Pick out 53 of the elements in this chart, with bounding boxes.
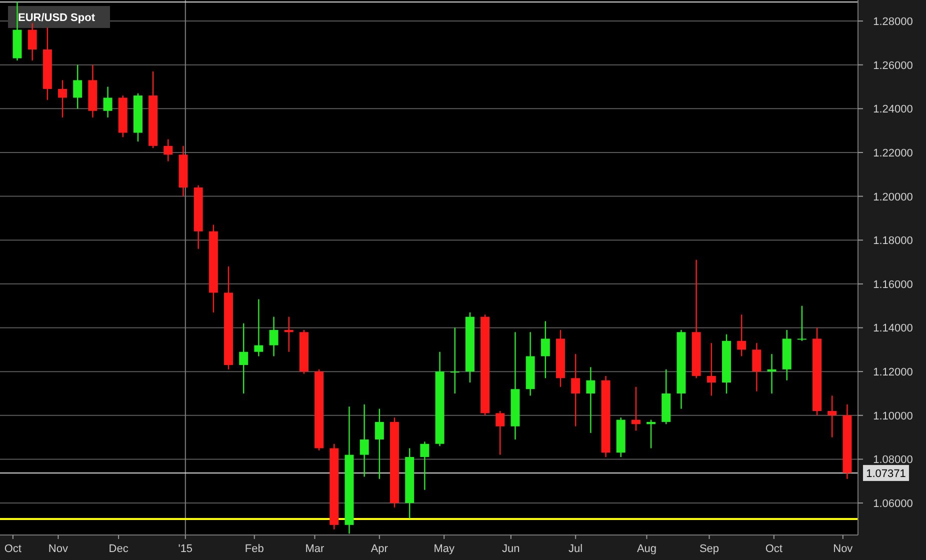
x-tick-label: Apr [370,543,388,555]
candlestick [58,80,68,118]
y-tick-label: 1.08000 [873,454,913,466]
candlestick [797,305,806,342]
candlestick [269,316,278,357]
candlestick [706,342,716,396]
candlestick [496,410,505,456]
x-tick-label: Jun [502,543,520,555]
y-tick-label: 1.22000 [873,147,913,160]
y-tick-label: 1.06000 [873,498,913,510]
candlestick [284,316,294,352]
candlestick [73,64,82,110]
y-tick-label: 1.28000 [873,16,913,28]
x-tick-label: May [434,543,455,555]
x-tick-label: Oct [765,543,782,555]
candlestick [254,298,264,357]
x-tick-label: Oct [4,543,22,555]
x-tick-label: Mar [305,543,325,555]
candlestick [103,86,112,118]
candlestick [239,322,248,394]
text: EUR/USD Spot [18,12,96,24]
candlestick [646,419,656,449]
candlestick [571,353,580,427]
y-tick-label: 1.10000 [873,410,913,422]
x-tick-label: Nov [833,543,854,555]
x-tick-label: Jul [568,543,583,555]
candlestick [420,441,430,490]
candlestick [360,404,369,478]
x-tick-label: Nov [48,543,68,555]
x-tick-label: Dec [108,543,129,555]
candlestick [631,386,640,432]
y-tick-label: 1.24000 [873,104,913,116]
candlestick [164,138,173,162]
ref-line-label: 1.07371 [866,468,906,480]
candlestick [752,342,762,392]
x-tick-label: Feb [244,543,264,555]
candlestick [767,353,776,394]
x-tick-label: Aug [636,543,657,555]
candlestick [374,408,384,480]
y-tick-label: 1.12000 [873,366,913,379]
candlestick [828,395,837,438]
candlestick [28,22,37,62]
x-tick-label: '15 [178,543,193,555]
candlestick [586,366,596,434]
candlestick [737,314,746,357]
y-tick-label: 1.20000 [873,191,913,204]
y-tick-label: 1.18000 [873,235,913,248]
candlestick [540,320,550,379]
candlestick [450,327,460,394]
x-tick-label: Sep [699,543,720,555]
y-tick-label: 1.14000 [873,322,913,335]
y-tick-label: 1.26000 [873,60,913,72]
y-tick-label: 1.16000 [873,278,913,291]
